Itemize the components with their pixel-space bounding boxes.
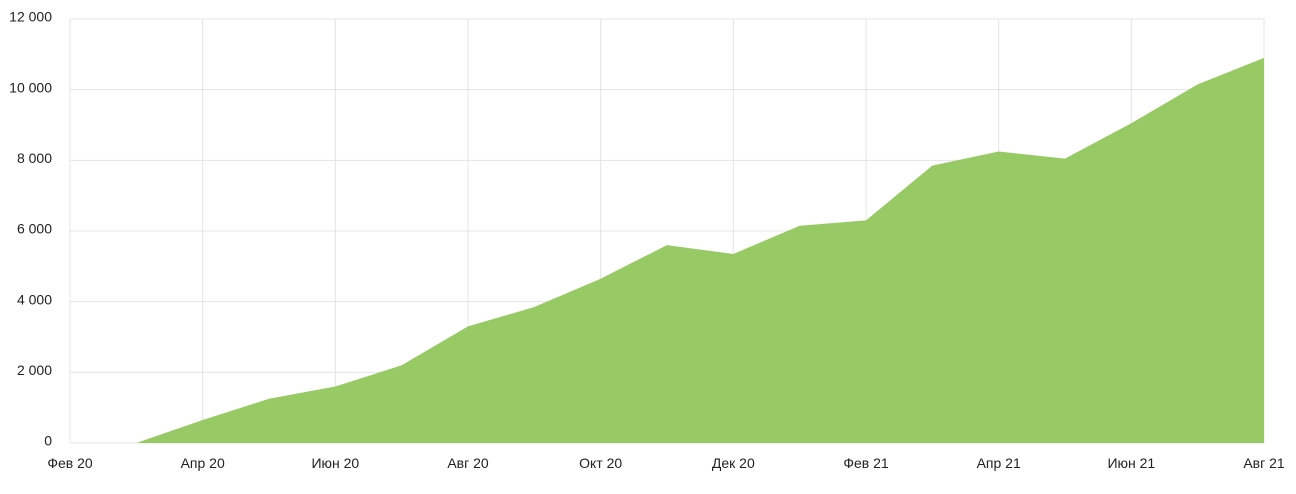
area-fill — [70, 57, 1264, 444]
series-area — [69, 57, 1265, 444]
y-tick-label: 10 000 — [9, 79, 52, 95]
x-tick-label: Фев 21 — [843, 455, 889, 471]
y-tick-label: 8 000 — [17, 150, 52, 166]
x-tick-label: Дек 20 — [712, 455, 755, 471]
x-tick-label: Июн 20 — [311, 455, 359, 471]
y-tick-label: 0 — [44, 433, 52, 449]
x-tick-label: Апр 21 — [977, 455, 1021, 471]
y-tick-label: 6 000 — [17, 221, 52, 237]
y-tick-label: 12 000 — [9, 9, 52, 25]
x-tick-label: Апр 20 — [181, 455, 225, 471]
x-tick-label: Фев 20 — [47, 455, 93, 471]
x-tick-label: Окт 20 — [579, 455, 622, 471]
x-tick-label: Авг 20 — [447, 455, 489, 471]
y-tick-label: 2 000 — [17, 362, 52, 378]
y-tick-label: 4 000 — [17, 291, 52, 307]
x-tick-label: Авг 21 — [1243, 455, 1285, 471]
y-axis: 0 2 000 4 000 6 000 8 000 10 000 12 000 — [9, 9, 52, 449]
x-axis: Фев 20 Апр 20 Июн 20 Авг 20 Окт 20 Дек 20 Фев … — [47, 455, 1285, 471]
x-tick-label: Июн 21 — [1107, 455, 1155, 471]
